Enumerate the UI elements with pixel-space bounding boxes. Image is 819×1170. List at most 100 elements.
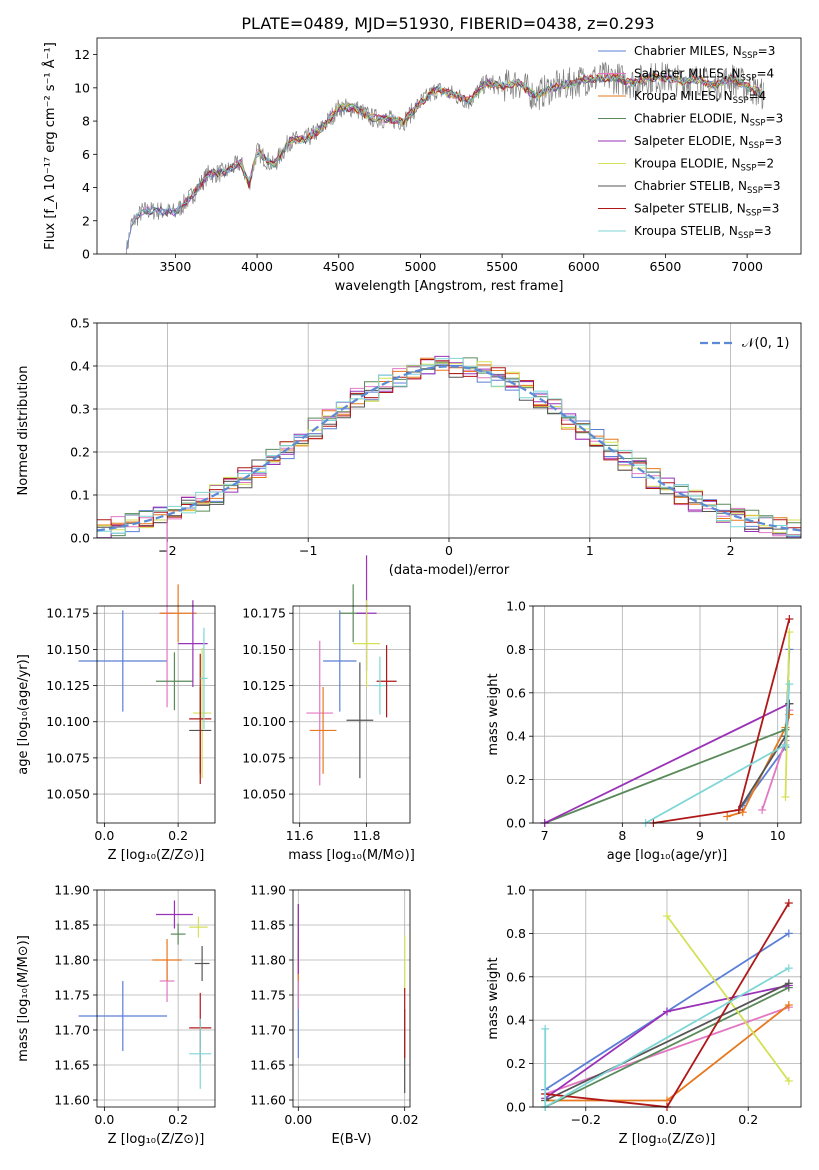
weight-line	[544, 982, 790, 1102]
x-tick-label: 9	[696, 828, 704, 843]
y-tick-label: 10.125	[46, 678, 90, 693]
y-tick-label: 0.4	[506, 1013, 526, 1028]
x-tick-label: 4000	[241, 259, 273, 274]
y-tick-label: 10.100	[46, 714, 90, 729]
legend-entry: Kroupa STELIB, NSSP=3	[634, 224, 772, 241]
data-point	[159, 584, 197, 643]
y-tick-label: 2	[82, 213, 90, 228]
axes-frame	[532, 605, 802, 824]
x-axis-label: (data-model)/error	[389, 563, 510, 578]
y-tick-label: 0.0	[70, 531, 90, 546]
x-tick-label: 0.0	[94, 1112, 114, 1127]
y-tick-label: 0.3	[70, 402, 90, 417]
y-tick-label: 11.70	[54, 1023, 90, 1038]
data-point	[156, 900, 193, 929]
x-tick-label: 0.2	[738, 1112, 758, 1127]
y-tick-label: 0.6	[506, 969, 526, 984]
y-tick-label: 0.4	[70, 359, 90, 374]
x-tick-label: 0.00	[284, 1112, 312, 1127]
legend-entry: Salpeter MILES, NSSP=4	[634, 67, 774, 84]
x-axis-label: Z [log₁₀(Z/Z⊙)]	[619, 1132, 716, 1147]
y-tick-label: 4	[82, 180, 90, 195]
data-point	[200, 627, 208, 729]
legend-entry: Kroupa MILES, NSSP=4	[634, 89, 766, 106]
legend-entry: Salpeter STELIB, NSSP=3	[634, 202, 779, 219]
spectrum-legend: Chabrier MILES, NSSP=3 Salpeter MILES, NS…	[598, 44, 783, 241]
data-point	[306, 640, 334, 786]
x-tick-label: 5000	[405, 259, 437, 274]
mass-vs-metallicity-axes	[93, 889, 215, 1111]
residual-histograms	[97, 355, 801, 538]
y-tick-label: 0.6	[506, 685, 526, 700]
y-axis-label: mass weight	[486, 673, 501, 755]
weight-vs-age-axes	[529, 605, 801, 827]
y-tick-label: 11.90	[250, 883, 286, 898]
x-tick-label: −1	[299, 543, 317, 558]
x-axis-label: Z [log₁₀(Z/Z⊙)]	[108, 1132, 205, 1147]
y-axis-label: mass weight	[486, 957, 501, 1039]
figure-title: PLATE=0489, MJD=51930, FIBERID=0438, z=0…	[241, 14, 654, 33]
y-tick-label: 10.175	[242, 606, 286, 621]
x-axis-label: wavelength [Angstrom, rest frame]	[335, 279, 564, 294]
x-tick-label: 0.02	[391, 1112, 419, 1127]
axes-frame	[292, 889, 411, 1108]
y-tick-label: 10	[74, 80, 90, 95]
y-tick-label: 11.65	[54, 1058, 90, 1073]
y-tick-label: 11.75	[250, 988, 286, 1003]
axes-frame	[532, 889, 802, 1108]
axes-frame	[96, 322, 802, 539]
x-tick-label: 11.6	[286, 828, 314, 843]
x-tick-label: 8	[618, 828, 626, 843]
y-tick-label: 0.5	[70, 316, 90, 331]
x-tick-label: 3500	[159, 259, 191, 274]
y-tick-label: 6	[82, 147, 90, 162]
data-point	[78, 610, 168, 712]
y-tick-label: 0.2	[506, 1056, 526, 1071]
spectrum-lines	[126, 61, 764, 254]
y-tick-label: 10.150	[242, 642, 286, 657]
x-tick-label: 2	[727, 543, 735, 558]
y-axis-label: Normed distribution	[16, 366, 31, 496]
axes-frame	[96, 605, 216, 824]
weight-vs-metallicity-axes	[529, 889, 801, 1111]
y-tick-label: 12	[74, 47, 90, 62]
y-tick-label: 1.0	[506, 883, 526, 898]
x-tick-label: 6500	[650, 259, 682, 274]
y-axis-label: age [log₁₀(age/yr)]	[16, 654, 31, 775]
y-tick-label: 11.60	[250, 1093, 286, 1108]
y-tick-label: 11.90	[54, 883, 90, 898]
data-point	[323, 610, 357, 712]
y-tick-label: 0.1	[70, 488, 90, 503]
x-axis-label: E(B-V)	[331, 1132, 371, 1147]
x-tick-label: 4500	[323, 259, 355, 274]
residual-histogram	[97, 355, 801, 538]
mass-vs-metallicity-points	[78, 900, 212, 1089]
data-point	[78, 981, 168, 1051]
weight-line	[544, 986, 790, 1108]
residual-histogram	[97, 357, 801, 536]
normal-curve	[97, 365, 801, 532]
axes-frame	[96, 37, 802, 255]
x-tick-label: 0.0	[94, 828, 114, 843]
y-tick-label: 11.70	[250, 1023, 286, 1038]
legend-entry: Chabrier STELIB, NSSP=3	[634, 179, 781, 196]
data-point	[353, 600, 380, 688]
y-tick-label: 0.2	[70, 445, 90, 460]
y-tick-label: 8	[82, 114, 90, 129]
y-tick-label: 10.050	[242, 787, 286, 802]
y-tick-label: 10.150	[46, 642, 90, 657]
weight-vs-age-lines	[540, 615, 794, 827]
y-axis-label: Flux [f_λ 10⁻¹⁷ erg cm⁻² s⁻¹ Å⁻¹]	[42, 42, 58, 250]
weight-line	[645, 684, 791, 824]
data-point	[189, 916, 208, 938]
x-tick-label: 0.0	[657, 1112, 677, 1127]
axes-frame	[96, 889, 216, 1108]
legend-entry: 𝒩(0, 1)	[742, 336, 789, 351]
residual-histogram	[97, 359, 801, 529]
y-tick-label: 11.65	[250, 1058, 286, 1073]
y-tick-label: 10.100	[242, 714, 286, 729]
x-tick-label: 11.8	[353, 828, 381, 843]
data-point	[189, 653, 212, 784]
x-axis-label: mass [log₁₀(M/M⊙)]	[288, 848, 415, 863]
